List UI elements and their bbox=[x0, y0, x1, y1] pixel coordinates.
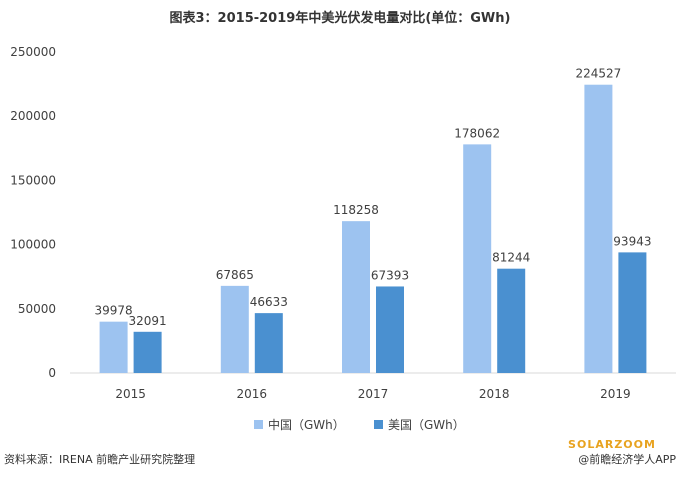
x-tick-label: 2016 bbox=[237, 387, 268, 401]
bar-2015-series-0 bbox=[99, 321, 128, 373]
y-axis: 0 50000 100000 150000 200000 250000 bbox=[10, 45, 56, 380]
bar-2019-series-0 bbox=[584, 84, 613, 373]
data-label: 46633 bbox=[250, 295, 288, 309]
bar-2017-series-0 bbox=[342, 221, 370, 373]
y-tick-label: 50000 bbox=[18, 302, 56, 316]
data-label: 224527 bbox=[575, 67, 621, 81]
credit-note: @前瞻经济学人APP bbox=[578, 452, 676, 466]
bar-2016-series-1 bbox=[254, 313, 283, 373]
source-note: 资料来源：IRENA 前瞻产业研究院整理 bbox=[4, 452, 195, 466]
brand-logo-text: SOLARZOOM bbox=[568, 438, 656, 451]
legend-swatch bbox=[254, 420, 263, 429]
y-tick-label: 250000 bbox=[10, 45, 56, 59]
data-label: 178062 bbox=[454, 126, 500, 140]
legend: 中国（GWh） 美国（GWh） bbox=[254, 417, 465, 432]
y-tick-label: 0 bbox=[48, 366, 56, 380]
y-tick-label: 100000 bbox=[10, 238, 56, 252]
x-tick-label: 2017 bbox=[358, 387, 389, 401]
bar-2019-series-1 bbox=[618, 252, 647, 373]
data-label: 32091 bbox=[129, 314, 167, 328]
bar-2015-series-1 bbox=[133, 331, 162, 373]
bars bbox=[99, 84, 647, 373]
x-tick-label: 2019 bbox=[600, 387, 631, 401]
x-tick-label: 2018 bbox=[479, 387, 510, 401]
chart-title: 图表3：2015-2019年中美光伏发电量对比(单位：GWh) bbox=[170, 10, 511, 26]
bar-2018-series-0 bbox=[463, 144, 492, 373]
data-label: 81244 bbox=[492, 251, 530, 265]
data-label: 118258 bbox=[333, 203, 379, 217]
bar-2016-series-0 bbox=[220, 285, 249, 373]
y-tick-label: 150000 bbox=[10, 173, 56, 187]
bar-2017-series-1 bbox=[376, 286, 404, 373]
bar-2018-series-1 bbox=[497, 268, 526, 373]
legend-label: 美国（GWh） bbox=[388, 418, 465, 432]
data-label: 67393 bbox=[371, 268, 409, 282]
x-axis: 2015 2016 2017 2018 2019 bbox=[115, 387, 630, 401]
legend-swatch bbox=[374, 420, 383, 429]
legend-label: 中国（GWh） bbox=[268, 417, 345, 432]
x-tick-label: 2015 bbox=[115, 387, 146, 401]
data-label: 39978 bbox=[95, 304, 133, 318]
y-tick-label: 200000 bbox=[10, 109, 56, 123]
data-label: 93943 bbox=[613, 234, 651, 248]
data-label: 67865 bbox=[216, 268, 254, 282]
